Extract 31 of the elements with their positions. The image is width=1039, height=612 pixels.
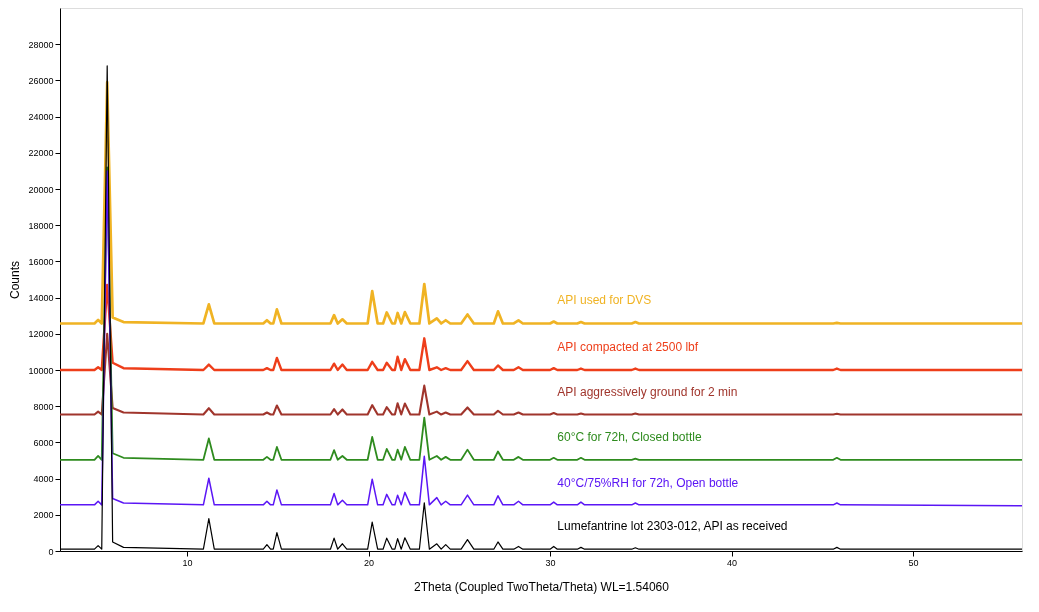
line-series <box>60 283 1022 372</box>
y-tick-label: 8000 <box>33 401 54 412</box>
y-tick-label: 16000 <box>28 256 54 267</box>
y-tick-label: 2000 <box>33 510 54 521</box>
y-tick-label: 28000 <box>28 39 54 50</box>
line-series <box>60 80 1022 325</box>
series-label: API aggressively ground for 2 min <box>557 384 738 399</box>
y-axis-title: Counts <box>8 260 23 300</box>
x-tick-label: 30 <box>545 557 556 568</box>
y-tick-label: 0 <box>48 546 54 557</box>
series-label: 60°C for 72h, Closed bottle <box>557 429 702 444</box>
x-axis-title: 2Theta (Coupled TwoTheta/Theta) WL=1.54060 <box>414 579 670 594</box>
y-tick-label: 22000 <box>28 148 54 159</box>
y-tick-label: 10000 <box>28 365 54 376</box>
series-label: 40°C/75%RH for 72h, Open bottle <box>557 475 739 490</box>
series-label: API compacted at 2500 lbf <box>557 340 699 354</box>
x-tick-label: 50 <box>908 557 919 568</box>
y-tick-label: 20000 <box>28 184 54 195</box>
series-label: API used for DVS <box>557 293 652 308</box>
line-series <box>60 332 1022 416</box>
y-tick-label: 14000 <box>28 293 54 304</box>
x-tick-label: 10 <box>182 557 193 568</box>
y-tick-label: 12000 <box>28 329 54 340</box>
x-tick-label: 20 <box>364 557 375 568</box>
y-tick-label: 4000 <box>33 474 54 485</box>
y-tick-label: 26000 <box>28 75 54 86</box>
y-tick-label: 6000 <box>33 437 54 448</box>
x-tick-label: 40 <box>727 557 738 568</box>
y-tick-label: 18000 <box>28 220 54 231</box>
y-tick-label: 24000 <box>28 112 54 123</box>
series-label: Lumefantrine lot 2303-012, API as received <box>557 519 788 534</box>
